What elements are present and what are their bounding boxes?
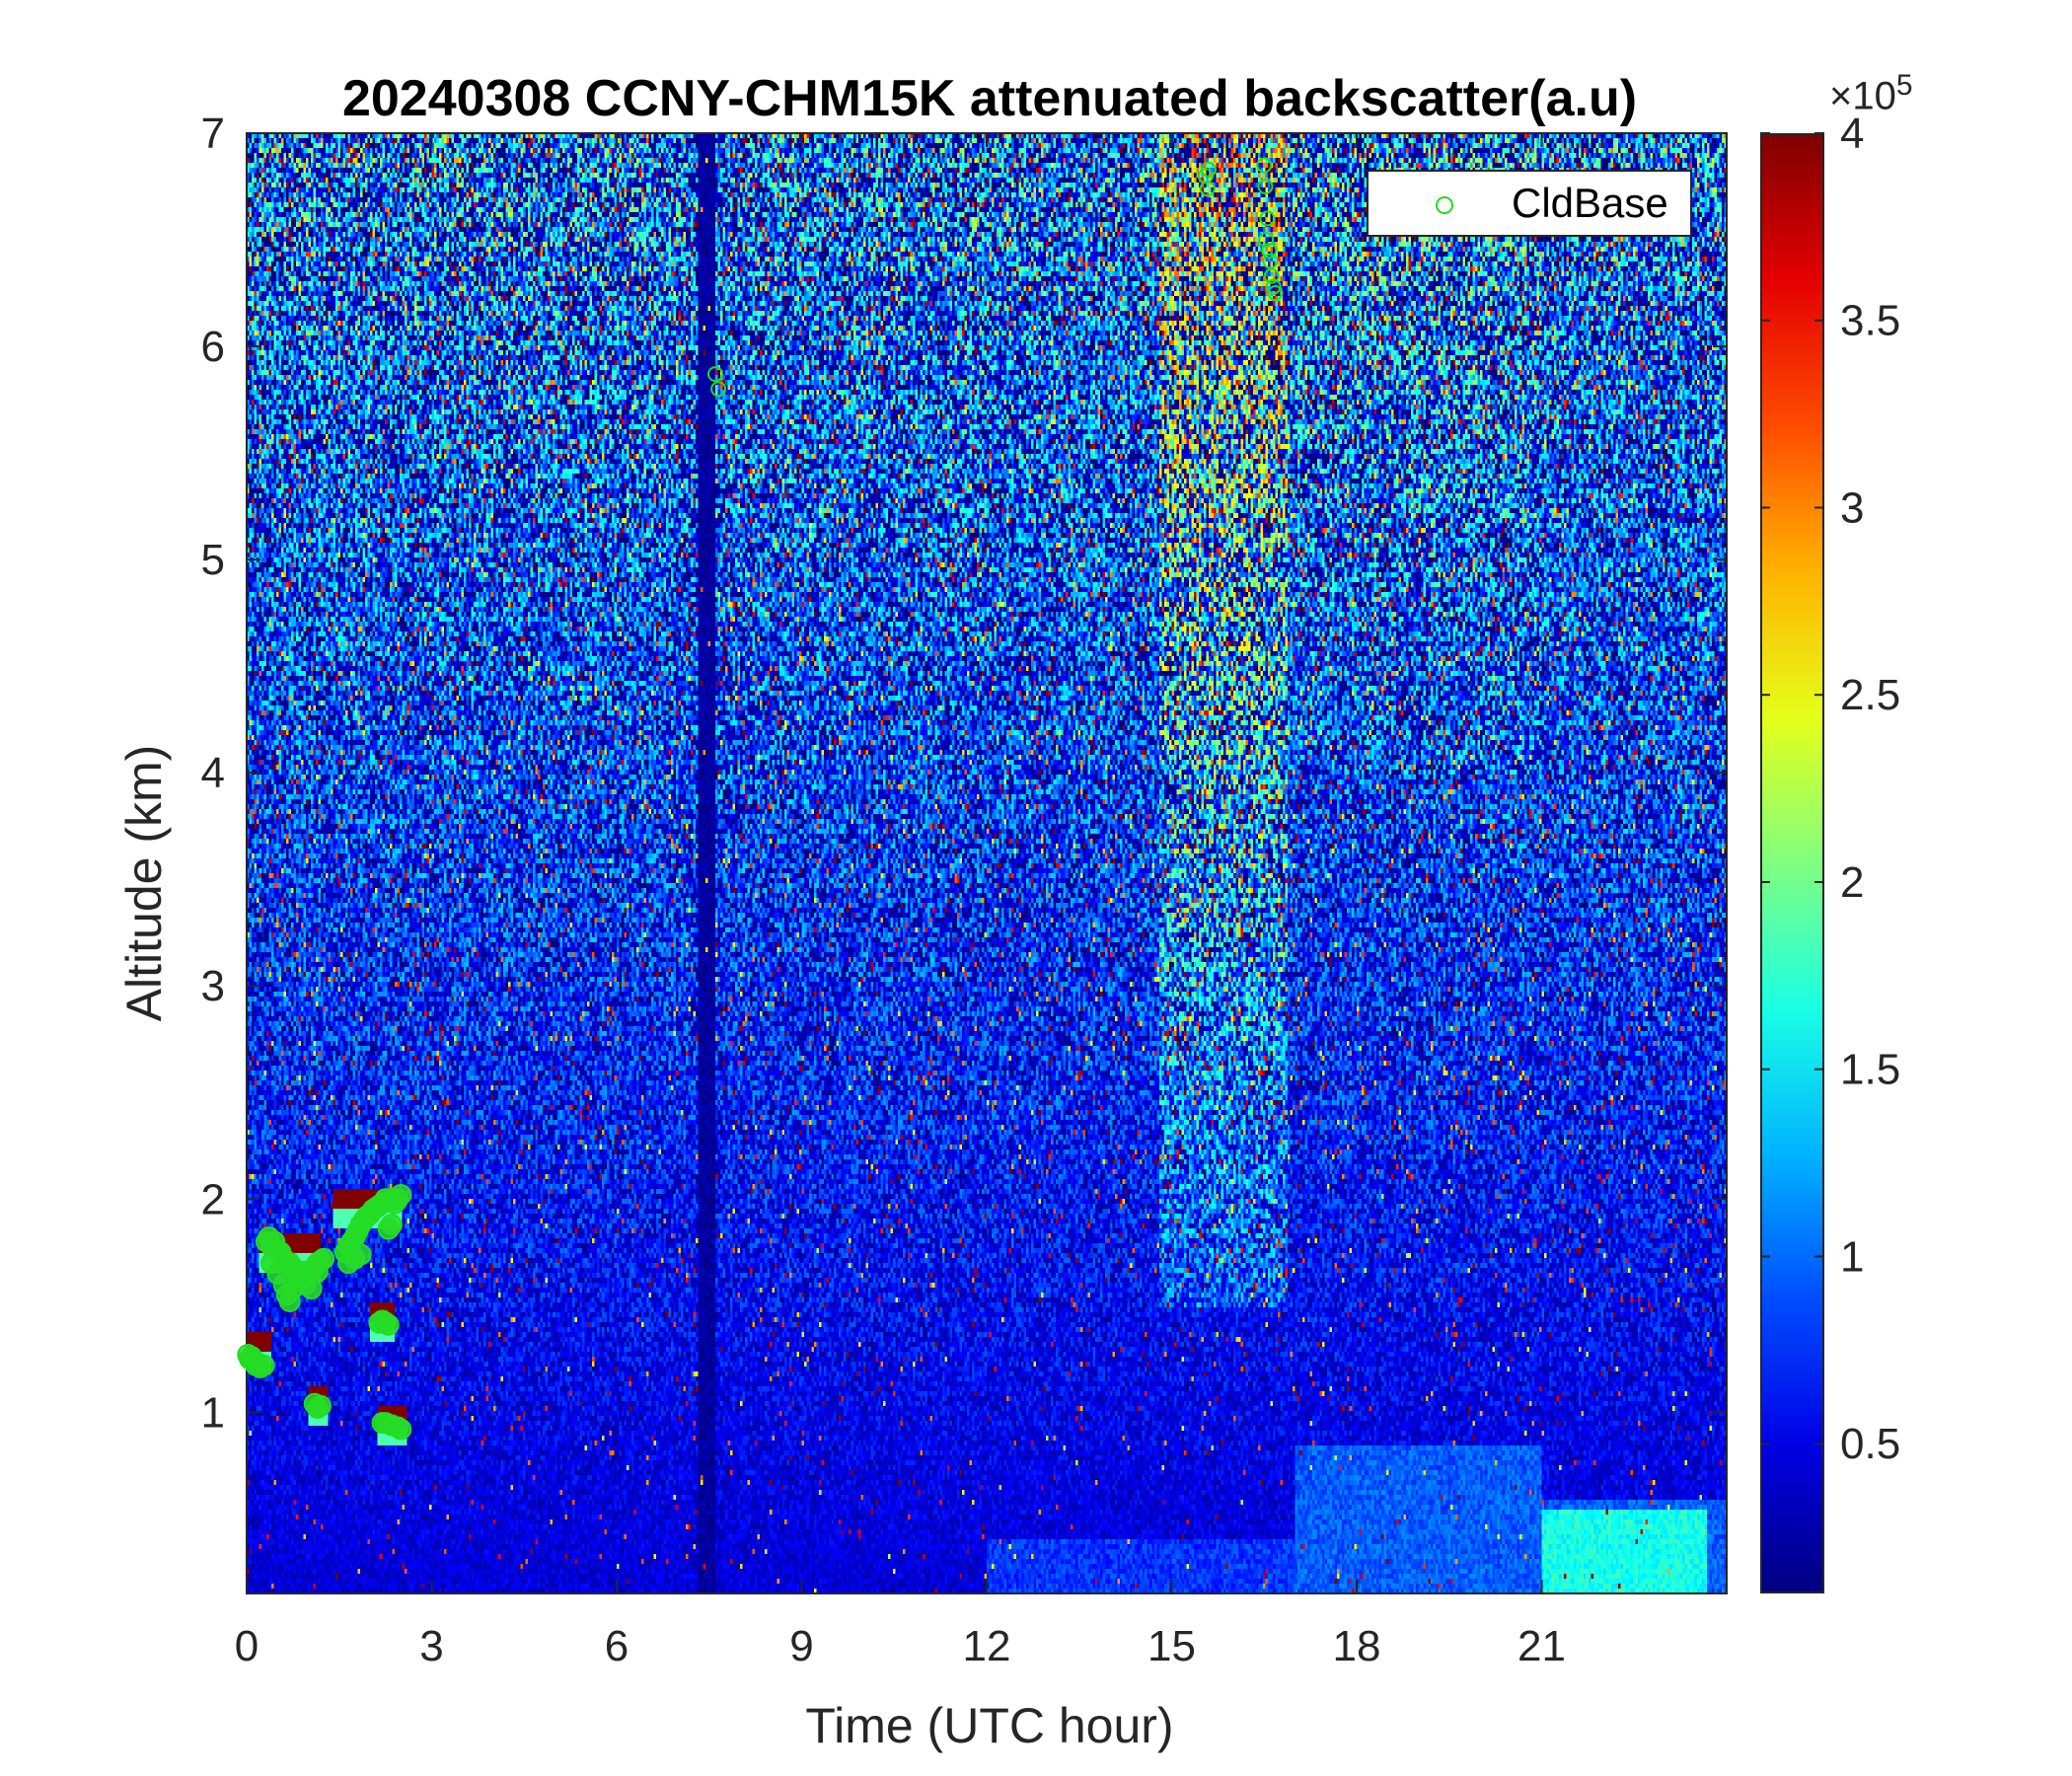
x-tick-label: 15 xyxy=(1147,1622,1196,1670)
cldbase-point xyxy=(1265,278,1282,295)
colorbar xyxy=(1760,133,1824,1593)
cldbase-point xyxy=(1258,232,1275,249)
y-tick-label: 7 xyxy=(201,110,225,158)
cldbase-point xyxy=(310,1394,332,1417)
x-tick-label: 21 xyxy=(1517,1622,1566,1670)
legend-marker-cldbase xyxy=(1436,196,1453,214)
x-tick-label: 12 xyxy=(963,1622,1011,1670)
y-tick-label: 6 xyxy=(201,323,225,371)
y-tick-label: 1 xyxy=(201,1388,225,1437)
chart-title: 20240308 CCNY-CHM15K attenuated backscat… xyxy=(341,70,1638,127)
cldbase-point xyxy=(710,381,727,398)
plot-area-frame xyxy=(246,132,1728,1594)
colorbar-tick-label: 1.5 xyxy=(1840,1046,1900,1094)
colorbar-multiplier: ×105 xyxy=(1829,69,1913,118)
cldbase-point xyxy=(390,1418,412,1441)
cldbase-point xyxy=(1262,253,1279,269)
colorbar-tick-label: 1 xyxy=(1840,1232,1864,1281)
y-tick-label: 5 xyxy=(201,536,225,584)
colorbar-tick-label: 3.5 xyxy=(1840,297,1900,345)
colorbar-tick-label: 0.5 xyxy=(1840,1420,1900,1468)
x-tick-label: 6 xyxy=(605,1622,629,1670)
x-tick-label: 0 xyxy=(235,1622,259,1670)
x-axis-label: Time (UTC hour) xyxy=(805,1698,1174,1753)
cldbase-point xyxy=(306,1260,329,1283)
y-axis-label: Altitude (km) xyxy=(116,744,172,1022)
cldbase-point xyxy=(1263,267,1280,284)
cldbase-point xyxy=(377,1313,400,1336)
cldbase-point xyxy=(390,1183,412,1206)
x-tick-label: 9 xyxy=(789,1622,813,1670)
colorbar-multiplier-base: ×10 xyxy=(1829,74,1896,118)
y-tick-label: 4 xyxy=(201,749,225,797)
cldbase-point xyxy=(1201,161,1217,178)
cldbase-point xyxy=(1199,181,1216,197)
colorbar-tick-label: 3 xyxy=(1840,483,1864,532)
backscatter-heatmap xyxy=(247,133,1727,1593)
x-tick-label: 18 xyxy=(1333,1622,1381,1670)
colorbar-multiplier-exponent: 5 xyxy=(1895,69,1913,102)
y-tick-label: 2 xyxy=(201,1175,225,1223)
colorbar-tick-label: 2 xyxy=(1840,858,1864,907)
y-tick-label: 3 xyxy=(201,962,225,1010)
cldbase-point xyxy=(1257,179,1274,195)
cldbase-point xyxy=(349,1243,372,1266)
cldbase-point xyxy=(707,366,723,383)
legend: CldBase xyxy=(1367,170,1692,237)
cldbase-point xyxy=(253,1354,275,1376)
cldbase-point xyxy=(380,1214,403,1236)
x-tick-label: 3 xyxy=(419,1622,443,1670)
cldbase-point xyxy=(1256,157,1273,174)
colorbar-tick-label: 4 xyxy=(1840,110,1864,158)
cldbase-point xyxy=(1259,210,1276,227)
cldbase-point xyxy=(1261,242,1278,259)
legend-label-cldbase: CldBase xyxy=(1512,180,1668,226)
colorbar-tick-label: 2.5 xyxy=(1840,671,1900,719)
cldbase-point xyxy=(1267,285,1284,302)
